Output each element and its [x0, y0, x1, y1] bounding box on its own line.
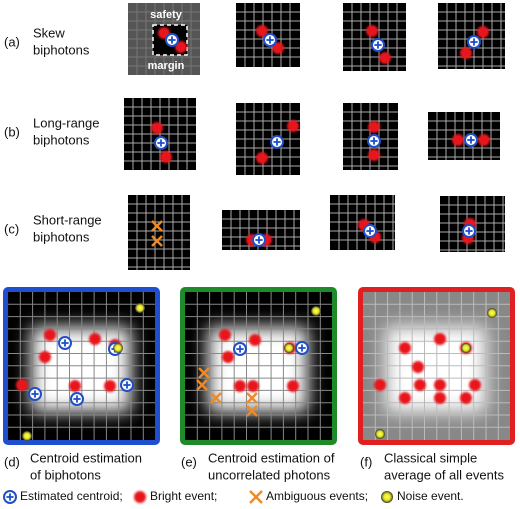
bright-event	[175, 41, 187, 53]
bright-event	[379, 52, 391, 64]
bright-event	[434, 392, 446, 404]
bright-event	[249, 334, 261, 346]
bright-event	[44, 329, 56, 341]
ambiguous	[151, 220, 163, 232]
bright-event	[247, 380, 259, 392]
bright-event	[478, 134, 490, 146]
row-title: Short-range	[33, 212, 102, 227]
bright-event	[399, 392, 411, 404]
panel-caption: of biphotons	[30, 467, 101, 482]
bright-event	[366, 25, 378, 37]
bright-event	[39, 351, 51, 363]
noise-event	[381, 491, 393, 503]
row-label: (c)	[4, 221, 19, 236]
bright-event	[477, 26, 489, 38]
bright-event	[234, 380, 246, 392]
ambiguous	[196, 379, 208, 391]
panel-label: (f)	[360, 454, 372, 469]
bright-event	[469, 379, 481, 391]
bright-event	[287, 120, 299, 132]
row-label: (b)	[4, 124, 20, 139]
ambiguous	[249, 490, 263, 504]
row-title: Long-range	[33, 115, 100, 130]
bright-event	[69, 380, 81, 392]
bright-event	[412, 361, 424, 373]
bright-event	[16, 379, 28, 391]
panel-caption: Centroid estimation of	[208, 450, 335, 465]
bright-event	[368, 121, 380, 133]
noise-event	[487, 308, 497, 318]
margin-label: safety	[150, 9, 183, 21]
row-title: Skew	[33, 25, 65, 40]
panel-label: (d)	[4, 454, 20, 469]
panel-label: (e)	[181, 454, 197, 469]
bright-event	[222, 351, 234, 363]
ambiguous	[210, 392, 222, 404]
panel-caption: uncorrelated photons	[208, 467, 331, 482]
row-title: biphotons	[33, 42, 90, 57]
panel-caption: average of all events	[384, 467, 504, 482]
noise-event	[461, 343, 471, 353]
labels: (a) Skew biphotons (b) Long-range biphot…	[4, 9, 504, 503]
row-label: (a)	[4, 34, 20, 49]
margin-label: margin	[148, 60, 185, 72]
bright-event	[434, 333, 446, 345]
legend-text: Ambiguous events;	[266, 489, 368, 503]
bright-event	[460, 392, 472, 404]
noise-event	[113, 343, 123, 353]
noise-event	[284, 343, 294, 353]
noise-event	[22, 431, 32, 441]
ambiguous	[246, 405, 258, 417]
bright-event	[160, 151, 172, 163]
bright-event	[89, 333, 101, 345]
bright-event	[434, 379, 446, 391]
panel-caption: Classical simple	[384, 450, 477, 465]
panel-caption: Centroid estimation	[30, 450, 142, 465]
bright-event	[256, 25, 268, 37]
row-title: biphotons	[33, 132, 90, 147]
legend-text: Estimated centroid;	[20, 489, 123, 503]
bright-event	[414, 379, 426, 391]
bright-event	[219, 329, 231, 341]
bright-event	[452, 134, 464, 146]
legend-text: Bright event;	[150, 489, 217, 503]
bright-event	[374, 379, 386, 391]
bright-event	[368, 149, 380, 161]
sensor	[343, 3, 406, 71]
noise-event	[311, 306, 321, 316]
ambiguous	[246, 392, 258, 404]
ambiguous	[151, 235, 163, 247]
bright-event	[272, 42, 284, 54]
bright-event	[256, 152, 268, 164]
bright-event	[287, 380, 299, 392]
bright-event	[460, 47, 472, 59]
bright-event	[399, 342, 411, 354]
legend-text: Noise event.	[397, 489, 464, 503]
bright-event	[104, 380, 116, 392]
bright-event	[151, 122, 163, 134]
noise-event	[135, 303, 145, 313]
row-title: biphotons	[33, 229, 90, 244]
bright-event	[134, 491, 146, 503]
ambiguous	[198, 367, 210, 379]
shapes	[3, 3, 515, 504]
noise-event	[375, 429, 385, 439]
